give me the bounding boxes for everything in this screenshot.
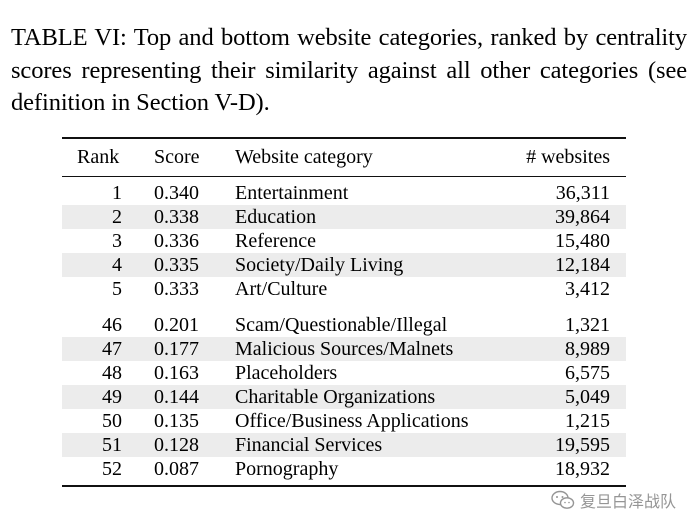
table-row: 51 0.128 Financial Services 19,595 [62,433,626,457]
score-cell: 0.144 [154,386,199,408]
category-cell: Art/Culture [235,278,328,300]
websites-cell: 1,215 [565,410,610,432]
category-cell: Malicious Sources/Malnets [235,338,454,360]
header-score: Score [154,146,200,168]
category-cell: Scam/Questionable/Illegal [235,314,448,336]
table-row: 4 0.335 Society/Daily Living 12,184 [62,253,626,277]
table-row: 48 0.163 Placeholders 6,575 [62,361,626,385]
table-row: 5 0.333 Art/Culture 3,412 [62,277,626,301]
score-cell: 0.128 [154,434,199,456]
rank-cell: 4 [112,254,122,276]
top-rule [62,137,626,139]
watermark-text: 复旦白泽战队 [579,492,676,511]
section-gap [62,301,626,313]
bottom-categories-body: 46 0.201 Scam/Questionable/Illegal 1,321 47 0… [62,313,626,481]
header-category: Website category [235,146,373,168]
table-row: 52 0.087 Pornography 18,932 [62,457,626,481]
rank-cell: 5 [112,278,122,300]
wechat-icon [551,490,575,509]
category-cell: Entertainment [235,182,349,204]
score-cell: 0.340 [154,182,199,204]
rank-cell: 3 [112,230,122,252]
table-header: Rank Score Website category # websites [62,139,626,176]
category-cell: Society/Daily Living [235,254,404,276]
category-cell: Office/Business Applications [235,410,469,432]
rank-cell: 51 [102,434,122,456]
score-cell: 0.333 [154,278,199,300]
centrality-table: Rank Score Website category # websites 1… [62,137,626,487]
websites-cell: 15,480 [555,230,610,252]
websites-cell: 36,311 [555,182,610,204]
header-websites: # websites [526,146,610,168]
table-row: 1 0.340 Entertainment 36,311 [62,181,626,205]
rank-cell: 47 [102,338,122,360]
category-cell: Placeholders [235,362,338,384]
top-categories-body: 1 0.340 Entertainment 36,311 2 0.338 Education… [62,181,626,301]
rank-cell: 52 [102,458,122,480]
rank-cell: 48 [102,362,122,384]
score-cell: 0.338 [154,206,199,228]
rank-cell: 46 [102,314,122,336]
score-cell: 0.201 [154,314,199,336]
websites-cell: 12,184 [555,254,610,276]
websites-cell: 18,932 [555,458,610,480]
rank-cell: 1 [112,182,122,204]
rank-cell: 2 [112,206,122,228]
rank-cell: 49 [102,386,122,408]
score-cell: 0.335 [154,254,199,276]
table-row: 47 0.177 Malicious Sources/Malnets 8,989 [62,337,626,361]
category-cell: Education [235,206,317,228]
category-cell: Charitable Organizations [235,386,436,408]
score-cell: 0.135 [154,410,199,432]
websites-cell: 3,412 [565,278,610,300]
table-caption: TABLE VI: Top and bottom website categor… [11,24,687,116]
category-cell: Pornography [235,458,339,480]
table-row: 2 0.338 Education 39,864 [62,205,626,229]
websites-cell: 6,575 [565,362,610,384]
rank-cell: 50 [102,410,122,432]
websites-cell: 5,049 [565,386,610,408]
websites-cell: 8,989 [565,338,610,360]
table-row: 46 0.201 Scam/Questionable/Illegal 1,321 [62,313,626,337]
header-rule [62,176,626,177]
table-row: 50 0.135 Office/Business Applications 1,215 [62,409,626,433]
websites-cell: 39,864 [555,206,610,228]
header-rank: Rank [77,146,120,168]
websites-cell: 19,595 [555,434,610,456]
score-cell: 0.087 [154,458,199,480]
score-cell: 0.163 [154,362,199,384]
table-row: 3 0.336 Reference 15,480 [62,229,626,253]
score-cell: 0.336 [154,230,199,252]
score-cell: 0.177 [154,338,199,360]
category-cell: Financial Services [235,434,383,456]
table-row: 49 0.144 Charitable Organizations 5,049 [62,385,626,409]
bottom-rule [62,485,626,487]
websites-cell: 1,321 [565,314,610,336]
category-cell: Reference [235,230,317,252]
watermark: 复旦白泽战队 [551,488,676,512]
